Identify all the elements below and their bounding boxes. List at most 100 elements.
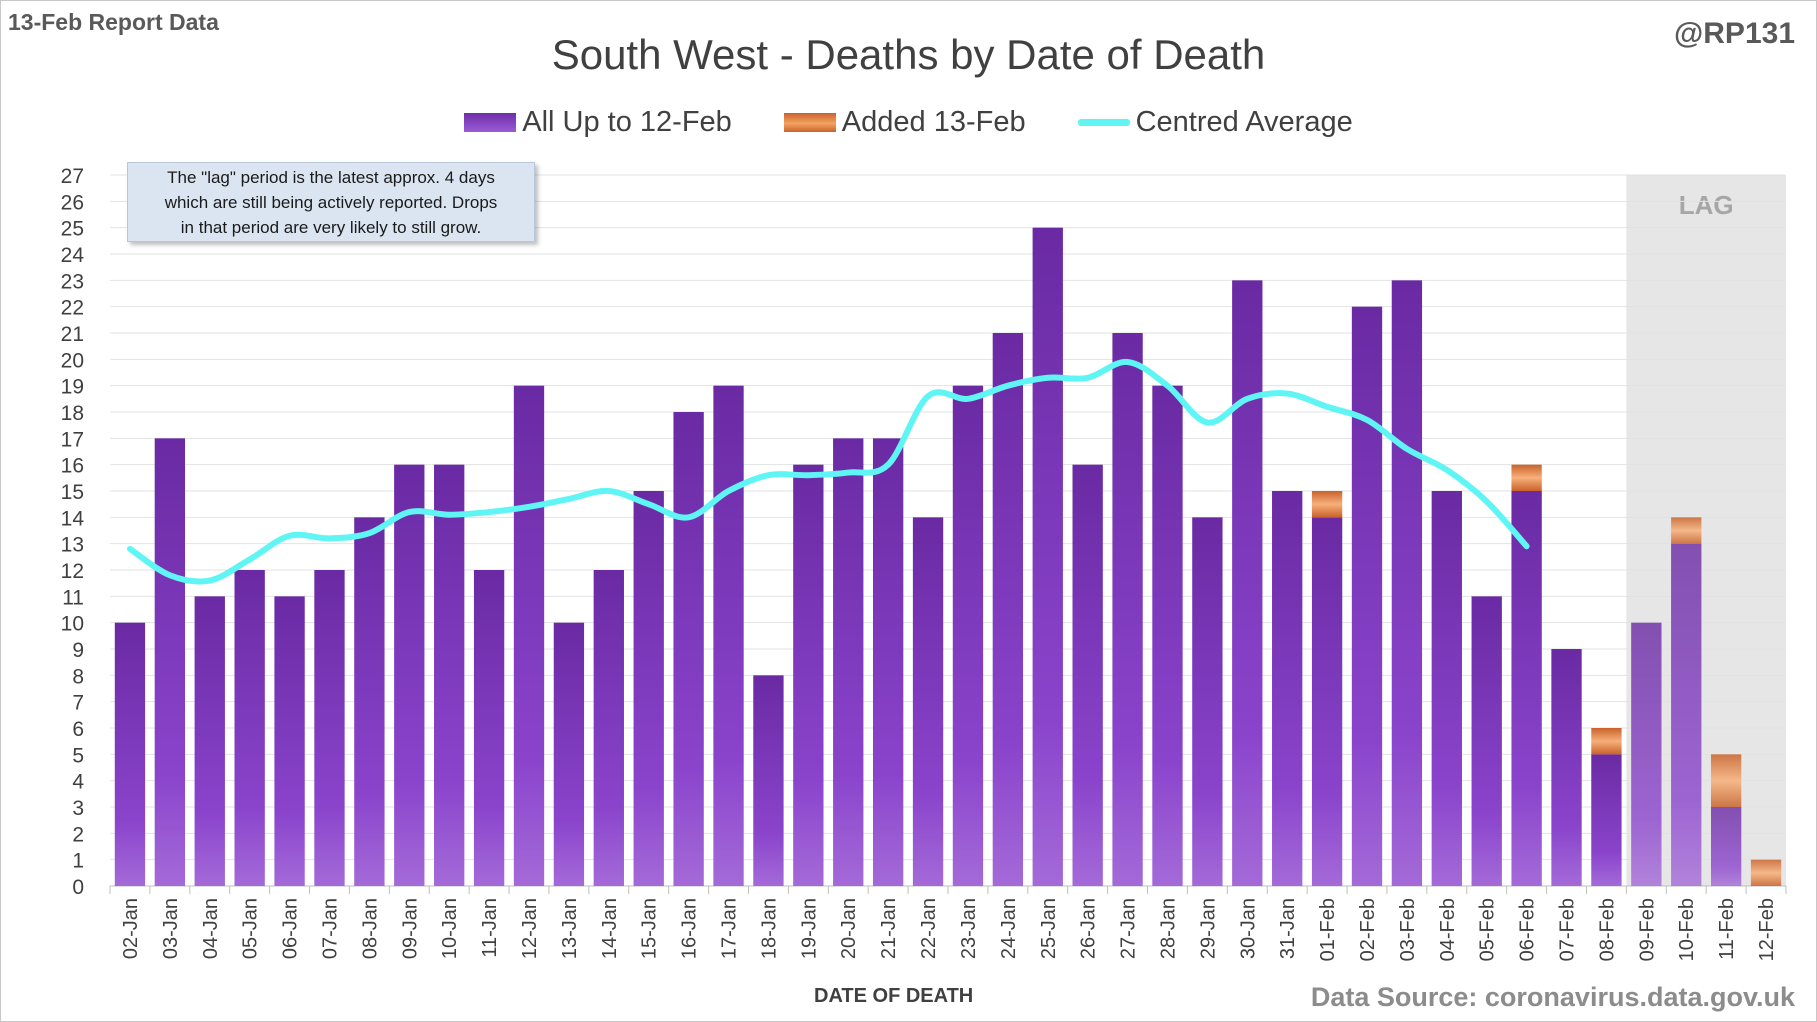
legend-item-average: Centred Average — [1077, 106, 1353, 139]
x-tick-label: 19-Jan — [798, 898, 820, 959]
x-tick-label: 11-Feb — [1716, 898, 1738, 960]
y-tick-label: 11 — [62, 586, 84, 609]
y-tick-label: 14 — [61, 507, 85, 530]
y-tick-label: 5 — [72, 744, 84, 767]
bar-all-up-to-12-feb — [1032, 227, 1063, 886]
bar-all-up-to-12-feb — [1391, 280, 1423, 886]
y-tick-label: 6 — [72, 718, 84, 741]
x-tick-label: 23-Jan — [958, 898, 980, 959]
y-tick-label: 10 — [61, 613, 84, 636]
bar-all-up-to-12-feb — [593, 570, 624, 886]
bar-all-up-to-12-feb — [314, 570, 345, 886]
legend-swatch-orange — [783, 113, 836, 132]
bar-all-up-to-12-feb — [1591, 754, 1622, 886]
y-tick-label: 25 — [61, 218, 84, 241]
bar-all-up-to-12-feb — [1631, 622, 1662, 886]
x-tick-label: 05-Jan — [240, 898, 262, 959]
x-tick-label: 28-Jan — [1157, 898, 1179, 959]
bar-all-up-to-12-feb — [1112, 333, 1143, 886]
bar-all-up-to-12-feb — [1551, 649, 1582, 886]
bar-all-up-to-12-feb — [114, 622, 146, 886]
report-label: 13-Feb Report Data — [8, 9, 219, 35]
x-tick-label: 27-Jan — [1118, 898, 1140, 959]
bar-all-up-to-12-feb — [713, 385, 744, 886]
bar-all-up-to-12-feb — [154, 438, 186, 886]
bar-added-13-feb — [1591, 728, 1622, 755]
x-tick-label: 13-Jan — [559, 898, 581, 959]
bar-all-up-to-12-feb — [1471, 596, 1502, 886]
x-tick-label: 09-Feb — [1636, 898, 1658, 961]
y-tick-label: 0 — [72, 876, 84, 899]
centred-average-line — [126, 358, 1530, 585]
x-tick-label: 15-Jan — [639, 898, 661, 959]
y-tick-label: 8 — [72, 665, 84, 688]
x-tick-label: 08-Feb — [1596, 898, 1618, 961]
y-tick-label: 9 — [72, 639, 84, 662]
legend-item-all: All Up to 12-Feb — [464, 106, 732, 139]
bar-all-up-to-12-feb — [1311, 517, 1343, 886]
y-tick-label: 26 — [61, 191, 84, 214]
bar-all-up-to-12-feb — [793, 464, 824, 886]
x-tick-label: 18-Jan — [758, 898, 780, 959]
bar-all-up-to-12-feb — [1511, 491, 1542, 886]
x-tick-label: 10-Feb — [1676, 898, 1698, 961]
bar-added-13-feb — [1710, 754, 1742, 807]
bar-all-up-to-12-feb — [1192, 517, 1223, 886]
bar-all-up-to-12-feb — [912, 517, 944, 886]
y-tick-label: 22 — [61, 297, 84, 320]
bar-added-13-feb — [1311, 491, 1343, 518]
lag-note-line-3: in that period are very likely to still … — [180, 218, 482, 237]
y-tick-label: 4 — [72, 771, 84, 794]
legend-swatch-purple — [464, 113, 517, 132]
x-tick-label: 20-Jan — [838, 898, 860, 959]
x-tick-label: 16-Jan — [679, 898, 701, 959]
bar-all-up-to-12-feb — [1431, 491, 1462, 886]
y-tick-label: 24 — [61, 244, 85, 267]
chart-title: South West - Deaths by Date of Death — [551, 31, 1266, 78]
y-tick-label: 27 — [61, 165, 84, 188]
x-tick-label: 14-Jan — [599, 898, 621, 959]
legend-item-added: Added 13-Feb — [783, 106, 1026, 139]
x-tick-label: 12-Feb — [1756, 898, 1778, 961]
bar-all-up-to-12-feb — [633, 491, 664, 886]
bar-all-up-to-12-feb — [992, 333, 1024, 886]
x-tick-label: 09-Jan — [399, 898, 421, 959]
x-tick-label: 29-Jan — [1197, 898, 1219, 959]
legend-label-added: Added 13-Feb — [841, 106, 1026, 138]
bar-all-up-to-12-feb — [1671, 543, 1702, 886]
x-tick-label: 25-Jan — [1038, 898, 1060, 959]
x-tick-label: 22-Jan — [918, 898, 940, 959]
x-tick-label: 02-Jan — [120, 898, 142, 959]
bar-added-13-feb — [1511, 464, 1542, 491]
x-tick-label: 17-Jan — [719, 898, 741, 959]
y-tick-label: 2 — [72, 823, 84, 846]
bar-all-up-to-12-feb — [1072, 464, 1103, 886]
bar-all-up-to-12-feb — [234, 570, 265, 886]
author-handle: @RP131 — [1674, 17, 1795, 50]
data-source: Data Source: coronavirus.data.gov.uk — [1310, 982, 1795, 1012]
x-tick-label: 04-Feb — [1437, 898, 1459, 961]
x-tick-label: 05-Feb — [1477, 898, 1499, 961]
x-tick-label: 11-Jan — [479, 898, 501, 958]
x-tick-label: 03-Jan — [160, 898, 182, 959]
y-tick-label: 17 — [61, 428, 84, 451]
x-tick-label: 12-Jan — [519, 898, 541, 959]
y-tick-label: 13 — [61, 534, 84, 557]
x-axis-title: DATE OF DEATH — [814, 985, 974, 1007]
x-tick-label: 26-Jan — [1078, 898, 1100, 959]
legend-label-all: All Up to 12-Feb — [522, 106, 732, 138]
bar-all-up-to-12-feb — [473, 570, 505, 886]
y-tick-label: 21 — [61, 323, 84, 346]
y-tick-label: 12 — [61, 560, 84, 583]
x-tick-label: 07-Jan — [319, 898, 341, 959]
bar-all-up-to-12-feb — [194, 596, 225, 886]
bar-all-up-to-12-feb — [673, 412, 704, 886]
x-tick-label: 01-Feb — [1317, 898, 1339, 961]
bar-all-up-to-12-feb — [513, 385, 545, 886]
bar-all-up-to-12-feb — [872, 438, 904, 886]
bar-added-13-feb — [1750, 859, 1782, 886]
bar-all-up-to-12-feb — [354, 517, 385, 886]
bar-all-up-to-12-feb — [1232, 280, 1263, 886]
bar-all-up-to-12-feb — [1351, 306, 1383, 887]
legend: All Up to 12-Feb Added 13-Feb Centred Av… — [0, 106, 1817, 139]
